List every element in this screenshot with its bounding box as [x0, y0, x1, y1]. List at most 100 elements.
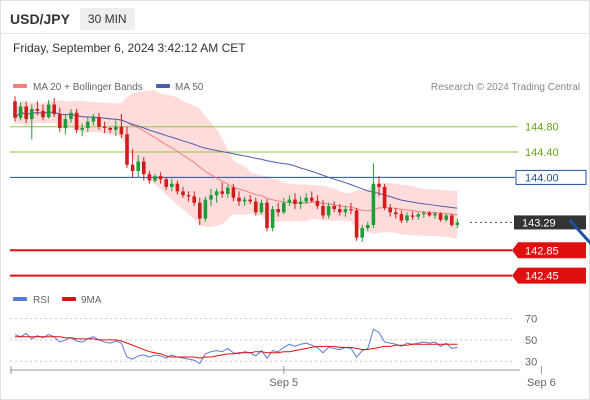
level-label-144.40: 144.40: [525, 147, 559, 159]
candle-body: [175, 183, 180, 192]
candle-body: [119, 126, 124, 135]
candle: [293, 193, 297, 210]
candle-body: [433, 213, 437, 216]
candle: [326, 202, 331, 219]
candle-body: [343, 209, 348, 213]
candle-body: [388, 207, 392, 213]
candle-body: [13, 101, 17, 118]
level-lines: 144.80 144.40 144.00 143.29 142.85 142.45: [10, 122, 587, 284]
rsi-tick-30: 30: [525, 356, 537, 368]
candle: [86, 117, 90, 132]
candle: [332, 201, 336, 213]
candle-body: [130, 164, 135, 172]
candle-body: [63, 119, 68, 128]
candle-body: [52, 104, 56, 115]
candle-body: [371, 183, 376, 225]
candle-body: [265, 202, 269, 229]
candle: [102, 121, 107, 134]
chart-header: USD/JPY 30 MIN: [10, 8, 135, 30]
candle: [35, 101, 40, 116]
candle-body: [97, 117, 101, 127]
candle: [30, 104, 34, 140]
candle-body: [41, 110, 45, 118]
candle-body: [91, 117, 96, 122]
candle: [349, 202, 353, 215]
level-label-144.00: 144.00: [525, 172, 559, 184]
candle: [52, 98, 56, 118]
candle-body: [186, 195, 191, 197]
candle-body: [158, 176, 163, 180]
candle-body: [74, 112, 79, 130]
rsi-ma9-line: [15, 336, 458, 359]
candle-body: [326, 205, 331, 216]
candle: [248, 195, 252, 205]
level-tag-142.85: [512, 242, 586, 259]
candle: [343, 205, 348, 217]
candle: [287, 195, 292, 206]
candle-body: [80, 127, 84, 130]
candle: [181, 186, 185, 198]
candle-body: [382, 186, 387, 208]
candle: [394, 207, 398, 219]
candle-body: [214, 191, 219, 196]
candle-body: [46, 104, 51, 118]
candle: [237, 191, 241, 206]
legend-swatch-ma50: [156, 84, 170, 88]
timeframe-button[interactable]: 30 MIN: [79, 8, 135, 30]
symbol-label: USD/JPY: [10, 11, 70, 27]
candle: [80, 123, 84, 137]
candle: [388, 204, 392, 217]
level-tag-143.29: [514, 215, 586, 230]
candle-body: [332, 205, 336, 210]
candle-body: [438, 213, 443, 220]
candle: [18, 102, 23, 121]
credit-text: Research © 2024 Trading Central: [431, 82, 580, 93]
candle-body: [455, 222, 460, 225]
candle: [142, 157, 146, 181]
candle-body: [114, 126, 118, 130]
candle: [69, 108, 73, 123]
candle-body: [125, 134, 129, 165]
candle-body: [310, 197, 314, 201]
candle: [13, 96, 17, 122]
x-tick-label: Sep 6: [527, 377, 556, 389]
legend-label-ma20: MA 20 + Bollinger Bands: [33, 82, 143, 93]
candle: [354, 207, 359, 241]
candle: [170, 178, 174, 192]
candle: [125, 126, 129, 168]
candle-body: [304, 197, 308, 202]
candle-body: [24, 106, 28, 120]
candle: [91, 114, 96, 126]
candle: [399, 210, 404, 224]
candle-body: [198, 202, 202, 219]
candle: [198, 197, 202, 225]
candle: [63, 115, 68, 135]
candle-body: [427, 212, 432, 216]
candle-body: [416, 214, 420, 217]
x-tick-label: Sep 5: [269, 377, 298, 389]
candle: [214, 188, 219, 203]
candle: [270, 205, 275, 232]
candle-body: [18, 106, 23, 118]
candle: [153, 174, 157, 183]
candle: [108, 126, 112, 134]
candle-body: [422, 212, 426, 215]
candle: [366, 221, 370, 232]
candle-body: [35, 108, 40, 111]
candle: [242, 196, 247, 206]
candle: [422, 211, 426, 218]
legend-swatch-rsi: [13, 297, 27, 301]
candle-body: [410, 215, 415, 217]
legend-swatch-ma20: [13, 84, 27, 88]
candle: [405, 212, 409, 224]
candle: [444, 213, 448, 222]
candle: [186, 191, 191, 202]
candle-body: [394, 212, 398, 215]
candle: [382, 183, 387, 211]
candle-body: [321, 205, 325, 216]
rsi-tick-70: 70: [525, 314, 537, 326]
rsi-panel: 70 50 30: [10, 314, 537, 368]
candle: [74, 108, 79, 134]
candle-body: [254, 201, 258, 213]
candle: [371, 163, 376, 229]
